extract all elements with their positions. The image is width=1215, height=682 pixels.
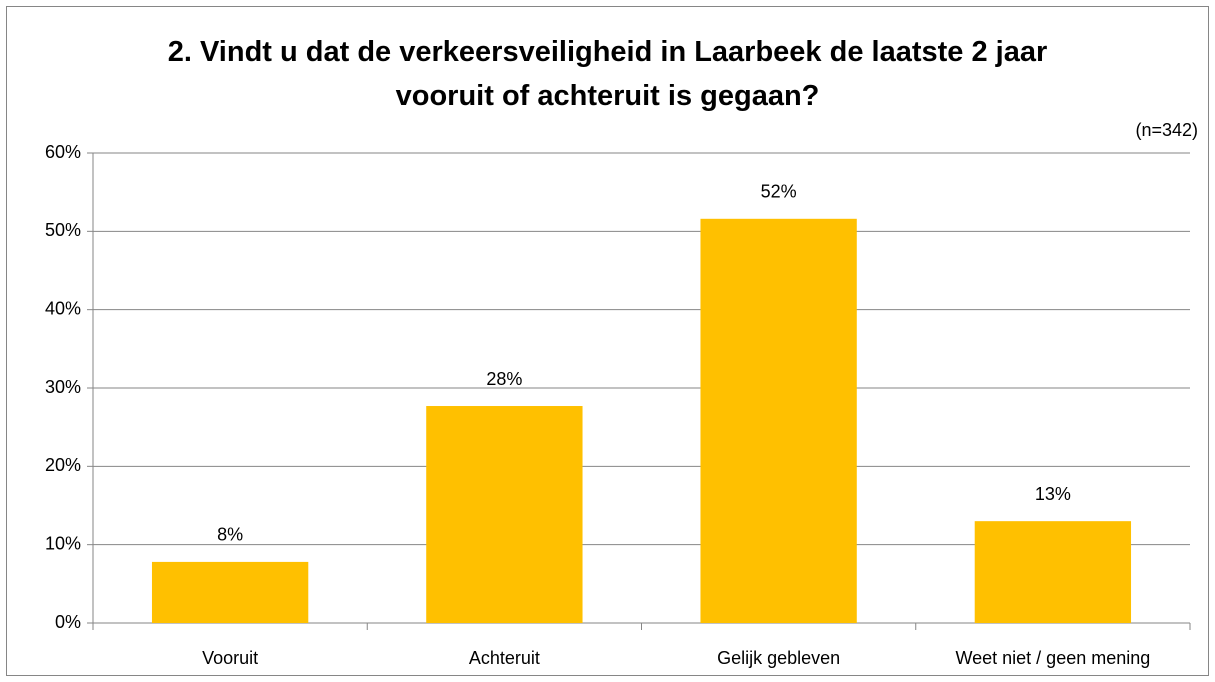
y-tick-label: 40%: [45, 298, 81, 318]
y-tick-label: 60%: [45, 142, 81, 162]
y-tick-label: 30%: [45, 377, 81, 397]
bar: [151, 561, 309, 623]
y-tick-label: 20%: [45, 455, 81, 475]
y-tick-label: 50%: [45, 220, 81, 240]
y-tick-label: 10%: [45, 533, 81, 553]
bar: [426, 406, 583, 623]
bar: [974, 521, 1132, 623]
y-tick-label: 0%: [55, 612, 81, 632]
bar: [700, 218, 857, 624]
data-label: 13%: [1035, 484, 1071, 504]
x-tick-label: Achteruit: [469, 648, 540, 668]
data-label: 8%: [217, 525, 243, 545]
x-tick-label: Vooruit: [202, 648, 258, 668]
data-label: 28%: [486, 369, 522, 389]
x-tick-label: Weet niet / geen mening: [955, 648, 1150, 668]
data-label: 52%: [761, 182, 797, 202]
x-tick-label: Gelijk gebleven: [717, 648, 840, 668]
sample-note: (n=342): [1135, 120, 1198, 140]
chart-title: 2. Vindt u dat de verkeersveiligheid in …: [167, 36, 1048, 112]
